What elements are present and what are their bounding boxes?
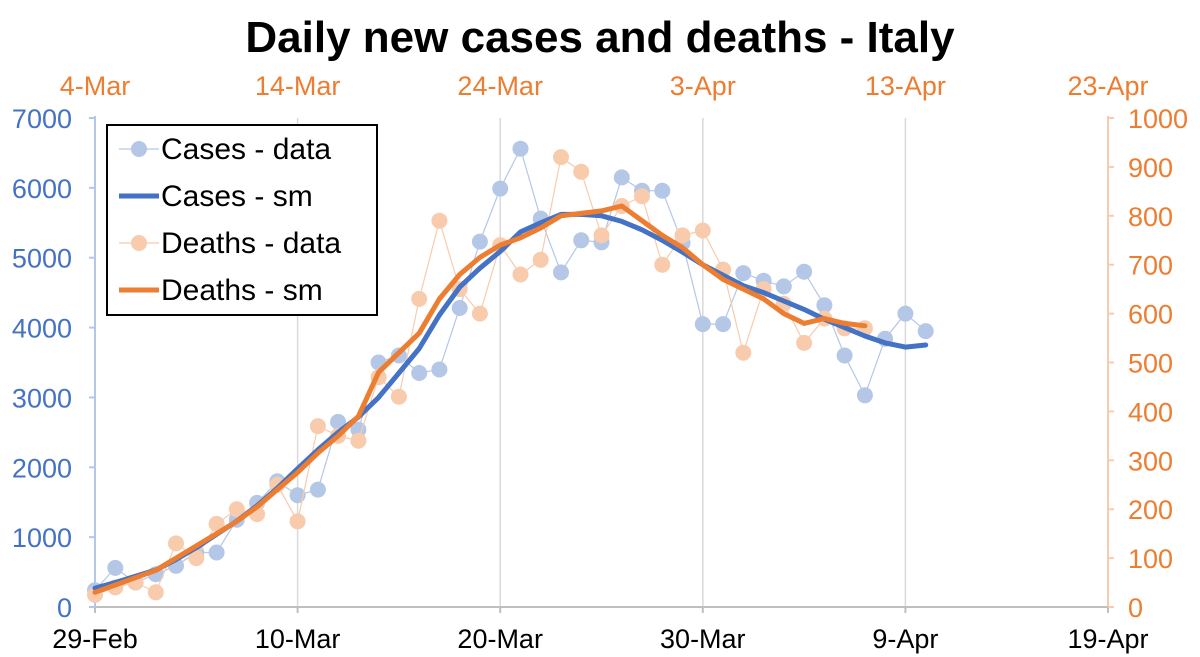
data-point [168, 535, 184, 552]
y-right-tick-label: 700 [1128, 251, 1173, 281]
x-bottom-tick-label: 9-Apr [872, 624, 938, 654]
data-point [188, 550, 205, 567]
x-top-tick-label: 24-Mar [457, 71, 543, 101]
data-point [309, 481, 326, 498]
data-point [228, 501, 245, 518]
data-point [309, 418, 326, 435]
legend-box [106, 124, 378, 316]
x-bottom-tick-label: 10-Mar [255, 624, 341, 654]
data-point [735, 265, 752, 282]
data-point [836, 347, 853, 364]
data-point [856, 387, 873, 404]
data-point [350, 421, 367, 438]
data-point [694, 316, 711, 333]
data-point [512, 266, 529, 283]
y-left-tick-label: 2000 [12, 453, 72, 483]
data-point [471, 233, 488, 250]
data-point [411, 290, 428, 307]
data-point [715, 316, 732, 333]
data-point [411, 365, 428, 381]
data-point [289, 487, 306, 504]
legend-label: Cases - sm [161, 180, 313, 213]
data-point [735, 344, 752, 361]
data-point [289, 513, 306, 530]
data-point [694, 222, 711, 239]
y-left-tick-label: 1000 [12, 523, 72, 553]
x-top-tick-label: 13-Apr [865, 71, 946, 101]
y-left-tick-label: 7000 [12, 104, 72, 134]
data-point [654, 256, 671, 273]
y-right-tick-label: 800 [1128, 202, 1173, 232]
legend: Cases - data Cases - sm Deaths - data Death… [106, 124, 378, 316]
data-point [147, 584, 164, 601]
x-bottom-tick-label: 30-Mar [660, 624, 746, 654]
y-left-tick-label: 3000 [12, 383, 72, 413]
data-point [654, 182, 671, 199]
x-bottom-tick-label: 20-Mar [457, 624, 543, 654]
data-point [431, 361, 448, 378]
data-point [431, 212, 448, 229]
legend-swatch-marker [131, 235, 147, 251]
data-point [816, 297, 833, 314]
data-point [573, 232, 590, 249]
series-layer [87, 140, 934, 603]
data-point [796, 334, 813, 351]
legend-swatch-marker [131, 141, 147, 157]
y-right-tick-label: 600 [1128, 300, 1173, 330]
legend-entry: Deaths - sm [119, 274, 323, 307]
data-point [330, 413, 347, 430]
y-left-tick-label: 0 [57, 593, 72, 623]
data-point [107, 559, 124, 576]
x-top-tick-label: 14-Mar [255, 71, 341, 101]
data-point [634, 188, 650, 205]
data-point [208, 544, 225, 561]
y-right-tick-label: 300 [1128, 446, 1173, 476]
data-point [208, 515, 225, 532]
y-right-tick-label: 1000 [1128, 104, 1188, 134]
data-point [897, 305, 914, 322]
y-left-tick-label: 6000 [12, 174, 72, 204]
data-point [775, 278, 792, 295]
y-right-tick-label: 900 [1128, 153, 1173, 183]
data-point [917, 323, 934, 340]
x-top-tick-label: 23-Apr [1067, 71, 1148, 101]
y-right-tick-label: 500 [1128, 349, 1173, 379]
data-point [573, 163, 590, 180]
axes-layer: 29-Feb 10-Mar 20-Mar 30-Mar 9-Apr 19-Apr 4-Mar… [12, 71, 1188, 654]
series-deaths-sm [92, 203, 868, 595]
data-point [390, 388, 407, 405]
y-left-tick-label: 5000 [12, 244, 72, 274]
data-point [553, 264, 569, 281]
data-point [471, 305, 488, 322]
data-point [492, 180, 509, 197]
x-top-tick-label: 4-Mar [60, 71, 131, 101]
data-point [532, 251, 549, 268]
legend-entry: Cases - sm [119, 180, 313, 213]
legend-label: Deaths - data [161, 227, 341, 260]
legend-label: Deaths - sm [161, 274, 323, 307]
data-point [593, 227, 610, 244]
legend-entry: Deaths - data [119, 227, 341, 260]
legend-entry: Cases - data [119, 133, 331, 166]
data-point [613, 169, 630, 186]
data-point [553, 149, 569, 166]
y-right-tick-label: 100 [1128, 544, 1173, 574]
y-right-tick-label: 400 [1128, 397, 1173, 427]
data-point [512, 140, 529, 157]
series-line [92, 203, 868, 595]
x-bottom-tick-label: 29-Feb [52, 624, 138, 654]
data-point [674, 227, 691, 244]
x-bottom-tick-label: 19-Apr [1067, 624, 1148, 654]
x-top-tick-label: 3-Apr [670, 71, 736, 101]
chart-title: Daily new cases and deaths - Italy [245, 13, 955, 62]
data-point [451, 300, 468, 316]
data-point [350, 432, 367, 449]
data-point [796, 263, 813, 280]
y-right-tick-label: 0 [1128, 593, 1143, 623]
legend-label: Cases - data [161, 133, 331, 166]
y-left-tick-label: 4000 [12, 314, 72, 344]
y-right-tick-label: 200 [1128, 495, 1173, 525]
